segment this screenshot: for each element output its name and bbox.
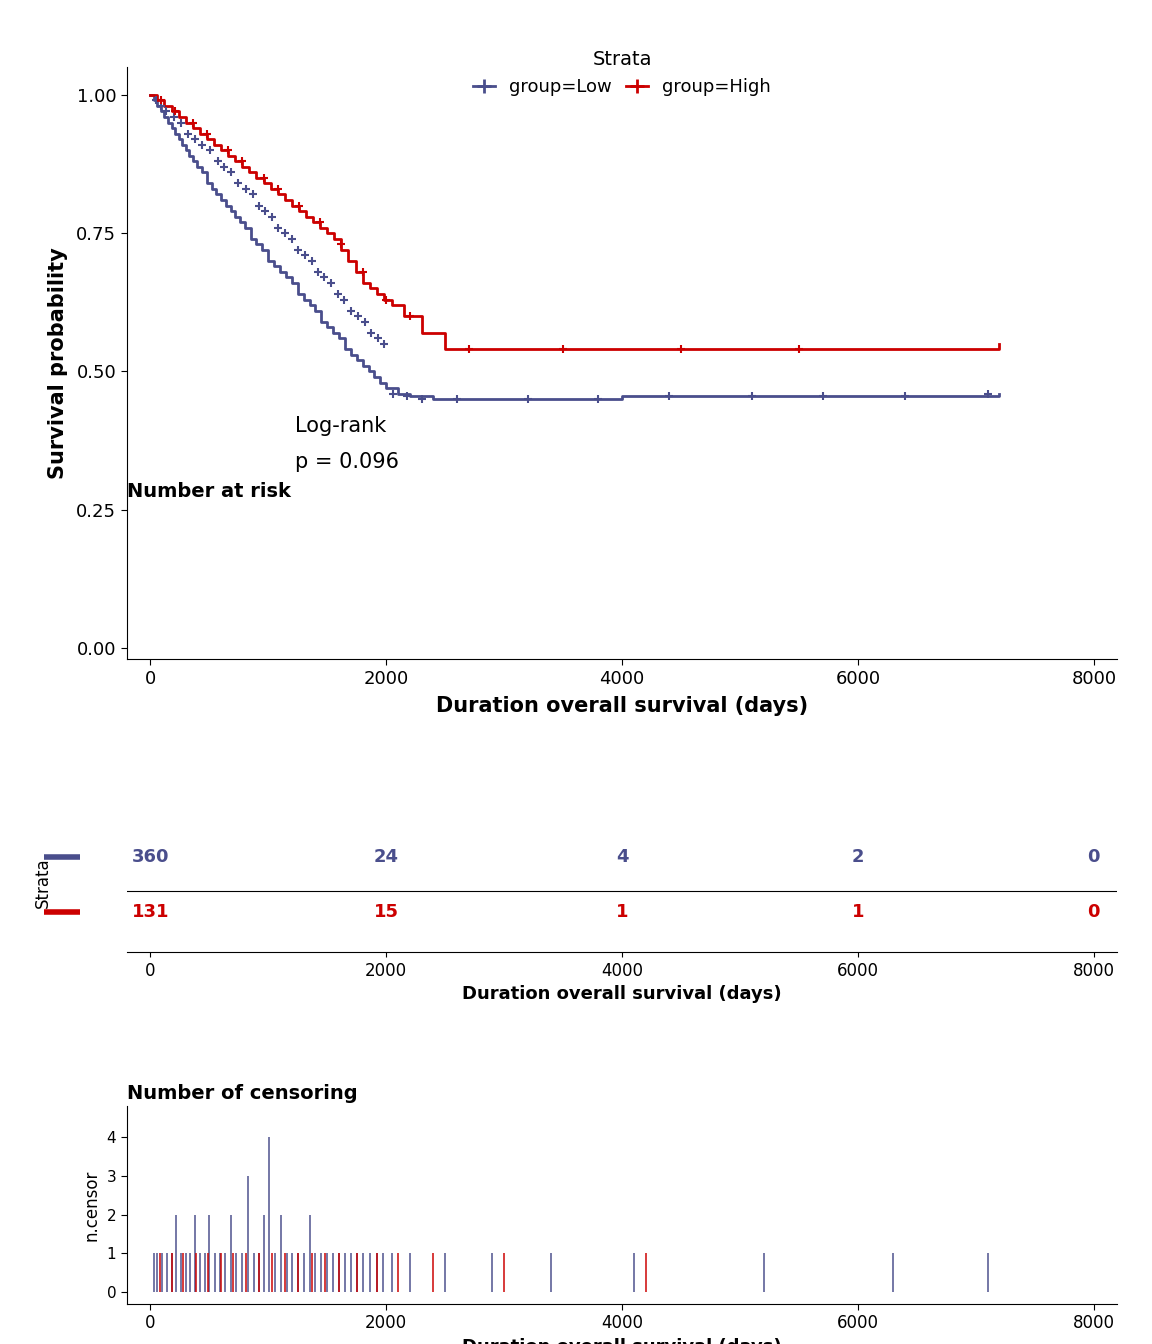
Text: 0: 0 <box>1087 903 1100 922</box>
Y-axis label: Survival probability: Survival probability <box>48 247 68 478</box>
Text: 15: 15 <box>373 903 399 922</box>
Text: 4: 4 <box>616 848 628 866</box>
Text: Log-rank: Log-rank <box>295 417 386 437</box>
X-axis label: Duration overall survival (days): Duration overall survival (days) <box>462 985 782 1003</box>
Text: Number of censoring: Number of censoring <box>127 1085 357 1103</box>
X-axis label: Duration overall survival (days): Duration overall survival (days) <box>462 1337 782 1344</box>
Text: 1: 1 <box>851 903 864 922</box>
Text: 0: 0 <box>1087 848 1100 866</box>
Legend: group=Low, group=High: group=Low, group=High <box>465 43 779 103</box>
Text: 2: 2 <box>851 848 864 866</box>
Text: 24: 24 <box>373 848 399 866</box>
Text: Number at risk: Number at risk <box>127 482 290 501</box>
Text: Strata: Strata <box>33 857 52 909</box>
Y-axis label: n.censor: n.censor <box>83 1169 101 1241</box>
Text: 1: 1 <box>616 903 628 922</box>
Text: p = 0.096: p = 0.096 <box>295 452 399 472</box>
Text: 360: 360 <box>131 848 169 866</box>
X-axis label: Duration overall survival (days): Duration overall survival (days) <box>435 696 809 716</box>
Text: 131: 131 <box>131 903 169 922</box>
